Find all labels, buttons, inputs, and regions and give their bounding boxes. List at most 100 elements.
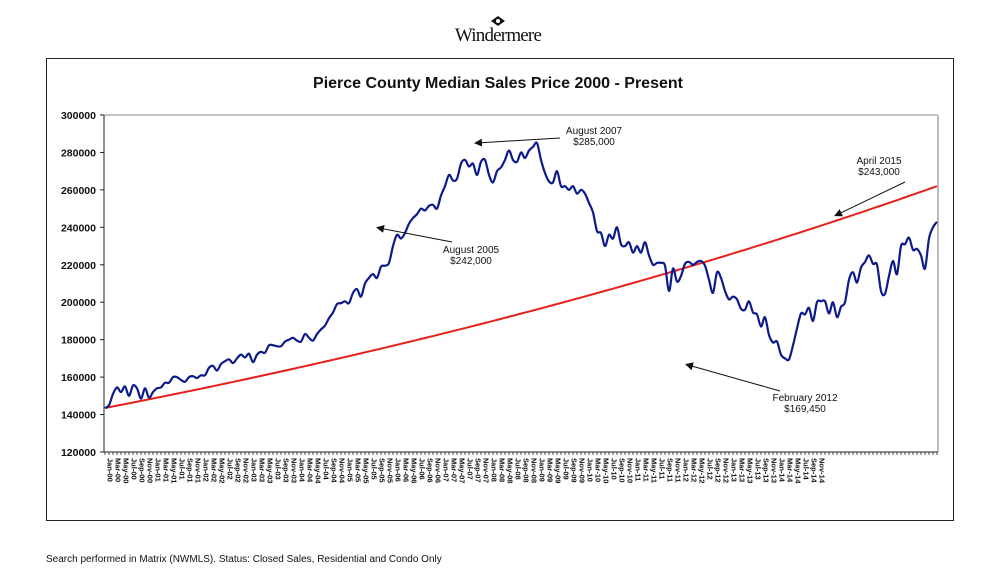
chart-title: Pierce County Median Sales Price 2000 - … xyxy=(313,75,684,92)
y-tick-label: 200000 xyxy=(61,297,96,309)
x-tick-label: Mar-05 xyxy=(354,458,363,482)
x-tick-label: Mar-06 xyxy=(402,458,411,482)
x-tick-label: Mar-12 xyxy=(690,458,699,482)
x-tick-label: Mar-10 xyxy=(594,458,603,482)
x-tick-label: May-14 xyxy=(794,458,803,484)
median-price-line xyxy=(104,141,938,409)
y-tick-label: 300000 xyxy=(61,110,96,122)
annotation-label: August 2005 xyxy=(443,245,500,256)
x-tick-label: Nov-04 xyxy=(338,458,347,484)
logo: Windermere xyxy=(0,16,996,46)
x-tick-label: Jan-03 xyxy=(250,458,259,482)
x-tick-label: May-12 xyxy=(698,458,707,483)
x-tick-label: Jul-09 xyxy=(562,458,571,480)
x-tick-label: Jan-10 xyxy=(586,458,595,482)
x-tick-label: Jan-08 xyxy=(490,458,499,482)
x-tick-label: Jan-06 xyxy=(394,458,403,482)
x-tick-label: Nov-06 xyxy=(434,458,443,483)
logo-text: Windermere xyxy=(454,25,542,46)
x-tick-label: Mar-08 xyxy=(498,458,507,482)
x-tick-label: Sep-03 xyxy=(282,458,291,483)
x-tick-label: Nov-13 xyxy=(770,458,779,483)
x-tick-label: Jul-13 xyxy=(754,458,763,480)
x-tick-label: Sep-00 xyxy=(138,458,147,483)
x-tick-label: Mar-01 xyxy=(162,458,171,482)
series xyxy=(104,141,938,409)
x-tick-label: May-07 xyxy=(458,458,467,483)
x-tick-label: Jul-11 xyxy=(658,458,667,479)
y-tick-label: 220000 xyxy=(61,260,96,272)
x-tick-label: May-09 xyxy=(554,458,563,483)
x-tick-label: Sep-06 xyxy=(426,458,435,483)
x-tick-label: May-05 xyxy=(362,458,371,483)
x-tick-label: Mar-07 xyxy=(450,458,459,482)
annotation-label: April 2015 xyxy=(856,156,901,167)
x-tick-label: Jan-05 xyxy=(346,458,355,482)
x-tick-label: May-03 xyxy=(266,458,275,483)
x-tick-label: Mar-03 xyxy=(258,458,267,482)
x-tick-label: May-13 xyxy=(746,458,755,483)
y-tick-label: 140000 xyxy=(61,410,96,422)
x-tick-label: Sep-13 xyxy=(762,458,771,483)
x-tick-label: Nov-10 xyxy=(626,458,635,483)
x-tick-label: Jan-11 xyxy=(634,458,643,481)
y-axis: 120000 140000 160000 180000 200000 220000 2400… xyxy=(61,110,104,459)
x-tick-label: May-10 xyxy=(602,458,611,483)
annotation-value: $285,000 xyxy=(573,137,615,148)
x-tick-label: Jul-04 xyxy=(322,458,331,481)
x-tick-label: May-00 xyxy=(122,458,131,483)
x-tick-label: Mar-14 xyxy=(786,458,795,483)
x-tick-label: Sep-07 xyxy=(474,458,483,483)
x-tick-label: Jul-06 xyxy=(418,458,427,480)
annotation-arrow xyxy=(474,137,561,147)
x-tick-label: Mar-02 xyxy=(210,458,219,482)
x-tick-label: Sep-14 xyxy=(810,458,819,483)
x-tick-label: Jul-08 xyxy=(514,458,523,480)
x-tick-label: Nov-01 xyxy=(194,458,203,483)
x-tick-label: Jan-00 xyxy=(106,458,115,482)
x-tick-label: May-01 xyxy=(170,458,179,483)
x-tick-label: Sep-02 xyxy=(234,458,243,483)
chart-frame xyxy=(46,58,954,521)
x-axis: Jan-00 Mar-00 May-00 Jul-00 Sep-00 Nov-00 Jan-… xyxy=(104,452,938,484)
x-tick-label: Nov-00 xyxy=(146,458,155,483)
x-tick-label: Jul-14 xyxy=(802,458,811,481)
x-tick-label: Jul-12 xyxy=(706,458,715,480)
x-tick-label: Sep-08 xyxy=(522,458,531,483)
x-tick-label: Nov-05 xyxy=(386,458,395,483)
annotation-value: $243,000 xyxy=(858,167,900,178)
annotation-arrow xyxy=(376,224,453,243)
x-tick-label: Sep-11 xyxy=(666,458,675,482)
annotation-value: $169,450 xyxy=(784,404,826,415)
y-tick-label: 240000 xyxy=(61,222,96,234)
x-tick-label: Jan-13 xyxy=(730,458,739,482)
x-tick-label: Jan-12 xyxy=(682,458,691,482)
x-tick-label: Jul-05 xyxy=(370,458,379,480)
x-tick-label: Nov-11 xyxy=(674,458,683,483)
x-tick-label: Jan-04 xyxy=(298,458,307,483)
annotation-label: August 2007 xyxy=(566,126,623,137)
x-tick-label: Jan-09 xyxy=(538,458,547,482)
x-tick-label: Sep-04 xyxy=(330,458,339,483)
y-tick-label: 120000 xyxy=(61,447,96,459)
x-tick-label: Jan-14 xyxy=(778,458,787,483)
x-tick-label: Sep-10 xyxy=(618,458,627,483)
x-tick-label: Nov-14 xyxy=(818,458,827,484)
x-tick-label: Jul-03 xyxy=(274,458,283,480)
x-tick-label: Nov-12 xyxy=(722,458,731,483)
x-tick-label: Mar-09 xyxy=(546,458,555,482)
x-tick-label: Mar-04 xyxy=(306,458,315,483)
x-tick-label: May-06 xyxy=(410,458,419,483)
trendline xyxy=(104,185,938,409)
x-tick-label: Jan-01 xyxy=(154,458,163,482)
annotations: August 2007$285,000 August 2005$242,000 Fe… xyxy=(376,126,906,415)
x-tick-label: Jul-07 xyxy=(466,458,475,480)
x-tick-label: May-04 xyxy=(314,458,323,484)
annotation-arrow xyxy=(834,181,906,217)
y-tick-label: 280000 xyxy=(61,147,96,159)
y-tick-label: 180000 xyxy=(61,335,96,347)
annotation-arrow xyxy=(685,362,781,392)
x-tick-label: May-11 xyxy=(650,458,659,483)
x-tick-label: Nov-07 xyxy=(482,458,491,483)
